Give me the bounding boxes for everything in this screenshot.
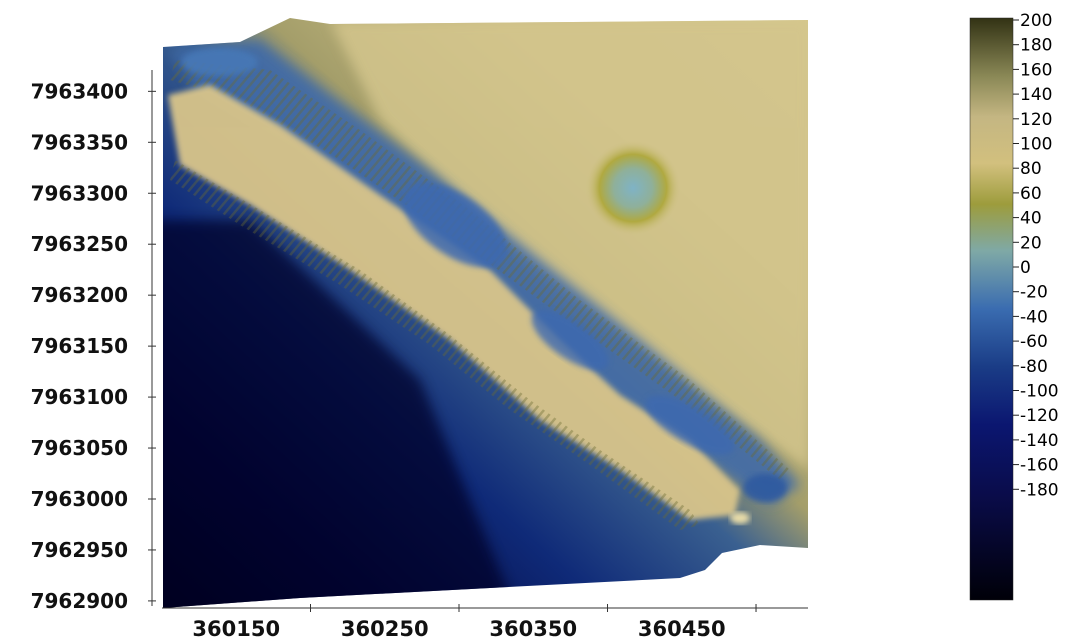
colorbar-gradient <box>969 17 1014 601</box>
colorbar-tick-label: 80 <box>1020 159 1042 179</box>
y-tick-label: 7962950 <box>31 538 128 562</box>
colorbar-tick-label: -20 <box>1020 283 1048 303</box>
y-tick-label: 7963400 <box>31 79 128 103</box>
colorbar-tick-label: -60 <box>1020 332 1048 352</box>
y-tick-label: 7962900 <box>31 589 128 613</box>
y-tick-label: 7963350 <box>31 130 128 154</box>
y-axis: 7963400 7963350 7963300 7963250 7963200 79631… <box>31 70 156 613</box>
colorbar-tick-label: -140 <box>1020 431 1059 451</box>
y-tick-label: 7963000 <box>31 487 128 511</box>
colorbar-tick-label: -160 <box>1020 456 1059 476</box>
colorbar-tick-label: 140 <box>1020 85 1052 105</box>
y-tick-label: 7963050 <box>31 436 128 460</box>
y-tick-label: 7963100 <box>31 385 128 409</box>
colorbar-tick-label: 120 <box>1020 110 1052 130</box>
colorbar-tick-label: 60 <box>1020 184 1042 204</box>
colorbar-tick-label: 40 <box>1020 209 1042 229</box>
colorbar-tick-label: 100 <box>1020 135 1052 155</box>
colorbar-tick-label: 0 <box>1020 258 1031 278</box>
y-tick-label: 7963300 <box>31 181 128 205</box>
colorbar-ticks: 200180160140120100806040200-20-40-60-80-… <box>1013 11 1059 500</box>
y-tick-label: 7963250 <box>31 232 128 256</box>
colorbar-tick-label: 180 <box>1020 36 1052 56</box>
elevation-surface <box>163 18 808 608</box>
colorbar-tick-label: -100 <box>1020 382 1059 402</box>
colorbar-tick-label: 20 <box>1020 233 1042 253</box>
x-tick-label: 360150 <box>192 617 280 638</box>
colorbar-tick-label: -180 <box>1020 480 1059 500</box>
colorbar-tick-label: -40 <box>1020 307 1048 327</box>
colorbar-tick-label: 160 <box>1020 60 1052 80</box>
x-tick-label: 360250 <box>341 617 429 638</box>
colorbar: 200180160140120100806040200-20-40-60-80-… <box>969 11 1059 601</box>
y-tick-label: 7963200 <box>31 283 128 307</box>
x-axis: 360150 360250 360350 360450 <box>162 604 808 638</box>
x-tick-label: 360450 <box>638 617 726 638</box>
y-tick-label: 7963150 <box>31 334 128 358</box>
colorbar-tick-label: -80 <box>1020 357 1048 377</box>
x-tick-label: 360350 <box>489 617 577 638</box>
colorbar-tick-label: -120 <box>1020 406 1059 426</box>
colorbar-tick-label: 200 <box>1020 11 1052 31</box>
